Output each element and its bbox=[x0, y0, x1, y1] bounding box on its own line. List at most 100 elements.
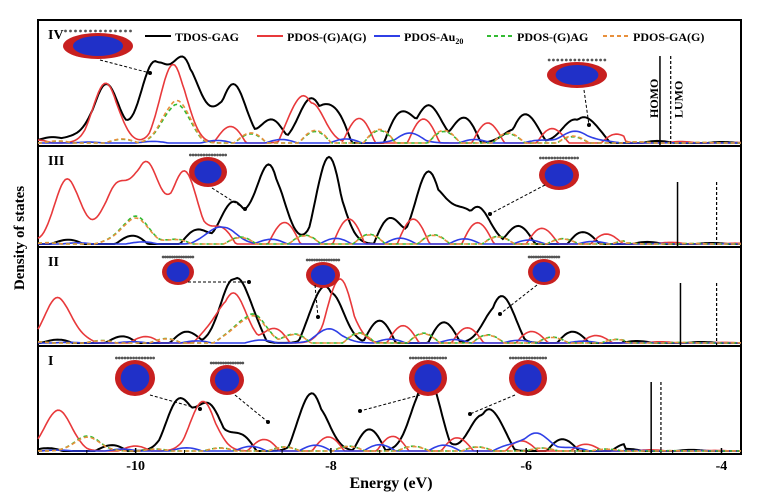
molecule-atom bbox=[224, 153, 228, 157]
molecule-atom bbox=[436, 356, 439, 360]
arrow-head bbox=[498, 312, 502, 316]
molecule-atom bbox=[553, 156, 557, 160]
molecule-atom bbox=[168, 255, 172, 259]
series-line-pdos-ga-g- bbox=[38, 99, 741, 144]
molecule-atom bbox=[194, 153, 198, 157]
molecule-atom bbox=[573, 156, 577, 160]
molecule-atom bbox=[132, 356, 135, 360]
series-line-pdos-g-a-g- bbox=[37, 160, 742, 245]
molecule-inset bbox=[408, 356, 448, 396]
molecule-atom bbox=[137, 356, 141, 360]
molecule-atom bbox=[577, 58, 581, 62]
molecule-atom bbox=[236, 361, 240, 365]
molecule-atom bbox=[530, 356, 534, 360]
series-line-pdos-g-a-g- bbox=[37, 63, 742, 144]
panel-label: II bbox=[48, 255, 59, 270]
series-line-pdos-au bbox=[37, 130, 741, 144]
series-line-pdos-g-a-g- bbox=[37, 278, 741, 344]
molecule-atom bbox=[186, 255, 190, 259]
x-tick-label: -8 bbox=[325, 459, 337, 474]
molecule-atom bbox=[135, 356, 138, 360]
molecule-atom bbox=[205, 153, 209, 157]
annotation-arrow bbox=[499, 284, 538, 315]
molecule-atom bbox=[238, 361, 242, 365]
molecule-atom bbox=[586, 58, 590, 62]
molecule-core bbox=[555, 65, 599, 85]
lumo-label: LUMO bbox=[672, 81, 686, 118]
molecule-atom bbox=[511, 356, 515, 360]
annotation-arrow bbox=[234, 394, 269, 423]
molecule-atom bbox=[543, 255, 547, 259]
x-axis-label: Energy (eV) bbox=[349, 475, 432, 492]
molecule-atom bbox=[217, 361, 220, 365]
series-line-tdos-gag bbox=[38, 155, 741, 245]
molecule-atom bbox=[517, 356, 520, 360]
molecule-atom bbox=[334, 258, 338, 262]
molecule-atom bbox=[152, 356, 155, 360]
molecule-atom bbox=[541, 356, 545, 360]
molecule-atom bbox=[550, 255, 554, 259]
molecule-core bbox=[532, 262, 556, 282]
molecule-atom bbox=[161, 255, 165, 259]
molecule-atom bbox=[182, 255, 186, 259]
molecule-atom bbox=[308, 258, 312, 262]
legend-subscript: 20 bbox=[455, 37, 463, 46]
legend-label: TDOS-GAG bbox=[175, 30, 239, 44]
molecule-atom bbox=[582, 58, 585, 62]
arrow-head bbox=[587, 123, 591, 127]
molecule-atom bbox=[229, 361, 233, 365]
molecule-atom bbox=[202, 153, 206, 157]
molecule-atom bbox=[177, 255, 181, 259]
molecule-atom bbox=[527, 356, 531, 360]
series-line-tdos-gag bbox=[38, 276, 741, 344]
molecule-atom bbox=[218, 153, 222, 157]
molecule-atom bbox=[94, 29, 97, 33]
homo-label: HOMO bbox=[647, 79, 661, 118]
molecule-atom bbox=[74, 29, 77, 33]
molecule-atom bbox=[560, 58, 564, 62]
molecule-atom bbox=[569, 58, 572, 62]
molecule-atom bbox=[188, 153, 192, 157]
molecule-core bbox=[310, 265, 336, 285]
molecule-atom bbox=[527, 255, 531, 259]
molecule-atom bbox=[532, 255, 536, 259]
plot-frame bbox=[37, 19, 742, 455]
molecule-atom bbox=[191, 153, 195, 157]
legend-label: PDOS-(G)AG bbox=[517, 30, 588, 44]
molecule-atom bbox=[89, 29, 92, 33]
molecule-insets bbox=[63, 29, 607, 424]
molecule-atom bbox=[530, 255, 533, 259]
molecule-inset bbox=[63, 29, 133, 59]
molecule-atom bbox=[313, 258, 316, 262]
molecule-atom bbox=[556, 156, 559, 160]
series-line-pdos-ga-g- bbox=[37, 217, 741, 245]
molecule-atom bbox=[332, 258, 336, 262]
molecule-atom bbox=[64, 29, 67, 33]
molecule-atom bbox=[210, 153, 214, 157]
molecule-core bbox=[214, 368, 240, 392]
molecule-atom bbox=[536, 255, 540, 259]
molecule-atom bbox=[525, 356, 529, 360]
molecule-atom bbox=[69, 29, 72, 33]
molecule-atom bbox=[544, 156, 548, 160]
molecule-atom bbox=[117, 356, 121, 360]
series-line-pdos-ga-g- bbox=[37, 436, 741, 452]
molecule-core bbox=[73, 36, 123, 56]
molecule-atom bbox=[173, 255, 176, 259]
x-axis: -10 -8 -6 -4 bbox=[86, 448, 727, 474]
molecule-atom bbox=[315, 258, 319, 262]
molecule-atom bbox=[567, 156, 571, 160]
series-line-pdos-g-a-g- bbox=[37, 400, 741, 452]
molecule-atom bbox=[522, 356, 526, 360]
molecule-core bbox=[194, 160, 222, 184]
molecule-atom bbox=[417, 356, 420, 360]
molecule-atom bbox=[425, 356, 429, 360]
molecule-atom bbox=[320, 258, 324, 262]
molecule-atom bbox=[337, 258, 341, 262]
molecule-atom bbox=[573, 58, 577, 62]
panel-label: III bbox=[48, 154, 64, 169]
arrow-head bbox=[243, 207, 247, 211]
molecule-atom bbox=[140, 356, 144, 360]
molecule-atom bbox=[221, 361, 225, 365]
